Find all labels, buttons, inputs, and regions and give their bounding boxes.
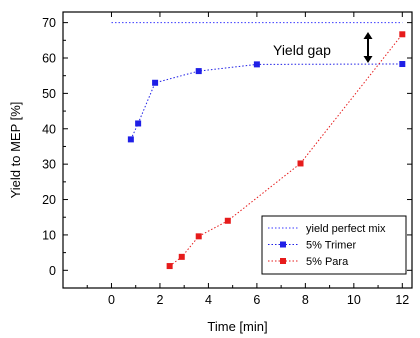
data-point-2: [178, 253, 185, 260]
data-point-1: [399, 61, 406, 68]
data-point-2: [195, 233, 202, 240]
legend-label-1: 5% Trimer: [306, 240, 356, 252]
arrow-head-up: [363, 32, 373, 39]
y-tick-label: 50: [42, 87, 56, 101]
x-tick-label: 6: [253, 293, 260, 307]
x-tick-label: 12: [395, 293, 409, 307]
series-line-1: [130, 63, 403, 140]
x-tick-label: 8: [302, 293, 309, 307]
data-point-2: [297, 160, 304, 167]
plot-frame: [62, 11, 413, 289]
x-tick-label: 0: [108, 293, 115, 307]
x-tick-label: 2: [156, 293, 163, 307]
legend-label-2: 5% Para: [306, 256, 349, 268]
data-point-1: [152, 79, 159, 86]
x-axis-title: Time [min]: [207, 319, 267, 334]
legend-marker-1: [280, 241, 286, 248]
arrow-head-down: [363, 56, 373, 63]
y-tick-label: 10: [42, 228, 56, 242]
data-point-2: [224, 217, 231, 224]
y-tick-label: 20: [42, 193, 56, 207]
y-axis-title: Yield to MEP [%]: [8, 102, 23, 199]
data-point-1: [135, 120, 142, 127]
data-point-1: [195, 68, 202, 75]
y-tick-label: 0: [49, 264, 56, 278]
x-tick-label: 4: [205, 293, 212, 307]
y-tick-label: 30: [42, 158, 56, 172]
annotation-yield-gap: Yield gap: [273, 42, 331, 58]
data-point-1: [253, 61, 260, 68]
x-tick-label: 10: [347, 293, 361, 307]
data-point-2: [399, 31, 406, 38]
data-point-2: [166, 263, 173, 270]
y-tick-label: 40: [42, 122, 56, 136]
data-point-1: [127, 136, 134, 143]
y-tick-label: 70: [42, 16, 56, 30]
y-tick-label: 60: [42, 52, 56, 66]
legend-label-0: yield perfect mix: [306, 223, 386, 235]
legend-marker-2: [280, 258, 286, 264]
